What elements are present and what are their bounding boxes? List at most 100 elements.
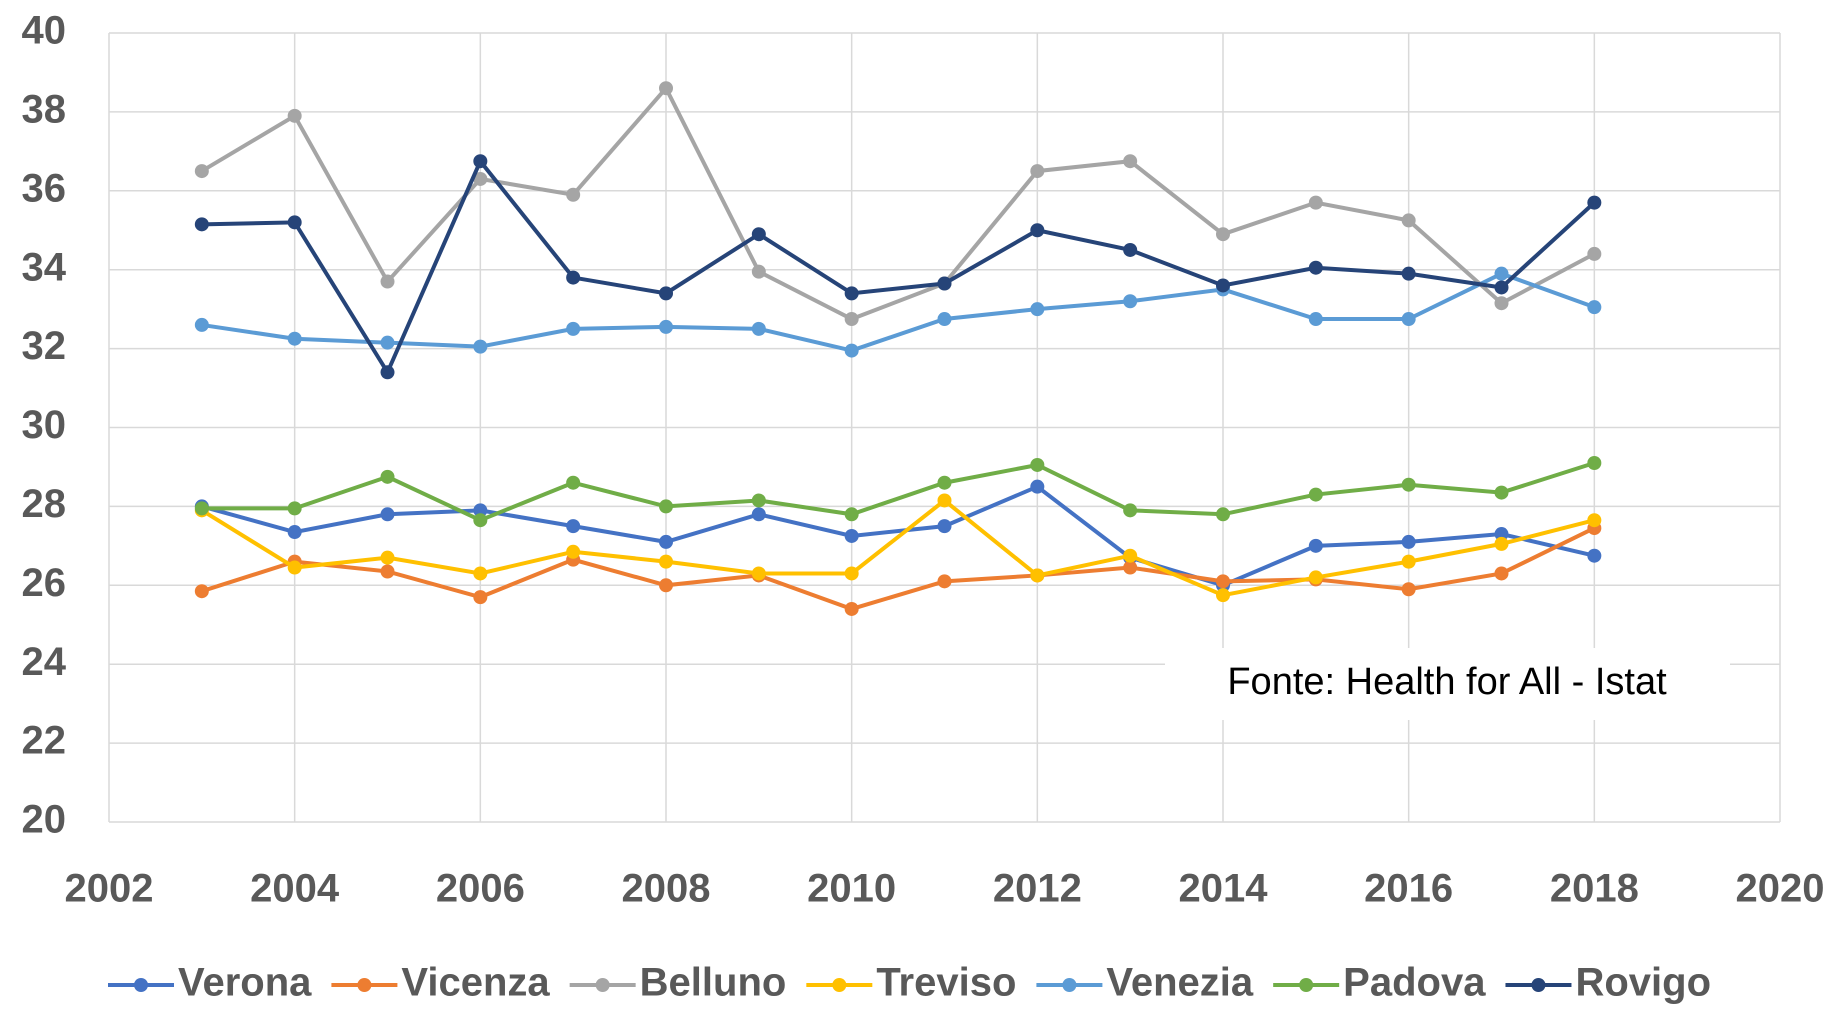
point <box>1401 477 1416 492</box>
point <box>194 584 209 599</box>
point <box>1216 227 1230 242</box>
x-tick-label: 2008 <box>622 867 711 911</box>
point <box>473 513 488 528</box>
y-tick-label: 26 <box>22 561 67 605</box>
point <box>844 286 859 301</box>
point <box>380 564 395 579</box>
point <box>380 365 395 380</box>
point <box>1123 242 1138 257</box>
point <box>566 475 581 490</box>
legend-label: Treviso <box>876 961 1016 1005</box>
point <box>1030 223 1045 238</box>
point <box>659 81 673 96</box>
point <box>1401 213 1416 228</box>
point <box>1587 246 1602 261</box>
point <box>287 501 302 516</box>
point <box>194 317 209 332</box>
point <box>751 566 766 581</box>
point <box>1308 312 1323 327</box>
line <box>201 157 1596 377</box>
y-tick-label: 24 <box>22 640 67 684</box>
legend-swatch-dot <box>134 978 148 992</box>
point <box>1216 507 1230 522</box>
x-tick-label: 2006 <box>436 867 525 911</box>
point <box>937 493 952 508</box>
point <box>1030 568 1045 583</box>
point <box>566 187 581 202</box>
point <box>937 475 952 490</box>
point <box>751 227 766 242</box>
point <box>380 335 395 350</box>
point <box>473 566 488 581</box>
point <box>1587 195 1602 210</box>
point <box>1494 296 1509 311</box>
point <box>659 578 673 593</box>
point <box>287 108 302 123</box>
y-tick-label: 34 <box>22 245 67 289</box>
point <box>1308 260 1323 275</box>
legend-swatch-dot <box>1299 978 1314 992</box>
point <box>1030 479 1045 494</box>
point <box>1216 588 1230 603</box>
point <box>1494 536 1509 551</box>
point <box>380 274 395 289</box>
x-tick-label: 2010 <box>807 867 896 911</box>
point <box>1216 278 1230 293</box>
point <box>1123 548 1138 563</box>
point <box>194 164 209 179</box>
x-tick-label: 2020 <box>1736 867 1825 911</box>
point <box>937 574 952 589</box>
y-tick-label: 36 <box>22 166 67 210</box>
y-tick-label: 22 <box>22 719 67 763</box>
point <box>659 499 673 514</box>
y-tick-label: 30 <box>22 403 67 447</box>
x-tick-label: 2018 <box>1550 867 1639 911</box>
legend-label: Rovigo <box>1575 961 1711 1005</box>
point <box>194 501 209 516</box>
point <box>1587 513 1602 528</box>
point <box>1401 312 1416 327</box>
point <box>1308 538 1323 553</box>
point <box>473 154 488 169</box>
point <box>844 343 859 358</box>
point <box>1494 485 1509 500</box>
point <box>1030 164 1045 179</box>
point <box>1494 566 1509 581</box>
point <box>1030 457 1045 472</box>
legend-swatch-dot <box>832 978 847 992</box>
point <box>1123 154 1138 169</box>
point <box>1401 554 1416 569</box>
point <box>1494 266 1509 281</box>
x-tick-label: 2014 <box>1179 867 1269 911</box>
point <box>1123 560 1138 575</box>
point <box>380 507 395 522</box>
point <box>1401 534 1416 549</box>
point <box>1308 195 1323 210</box>
y-tick-label: 28 <box>22 482 67 526</box>
legend-swatch-dot <box>357 978 372 992</box>
point <box>1308 570 1323 585</box>
point <box>566 519 581 534</box>
point <box>1123 503 1138 518</box>
point <box>1308 487 1323 502</box>
point <box>1401 266 1416 281</box>
point <box>751 493 766 508</box>
legend-label: Verona <box>178 961 312 1005</box>
legend-swatch-dot <box>595 978 610 992</box>
line <box>201 271 1596 353</box>
point <box>1123 294 1138 309</box>
x-tick-label: 2016 <box>1364 867 1453 911</box>
point <box>287 525 302 540</box>
point <box>566 270 581 285</box>
annotation: Fonte: Health for All - Istat <box>1227 661 1667 703</box>
point <box>844 601 859 616</box>
y-tick-label: 32 <box>22 324 67 368</box>
point <box>566 321 581 336</box>
point <box>659 554 673 569</box>
point <box>751 321 766 336</box>
point <box>1587 456 1602 471</box>
point <box>1216 574 1230 589</box>
y-tick-label: 40 <box>22 9 67 53</box>
point <box>287 215 302 230</box>
